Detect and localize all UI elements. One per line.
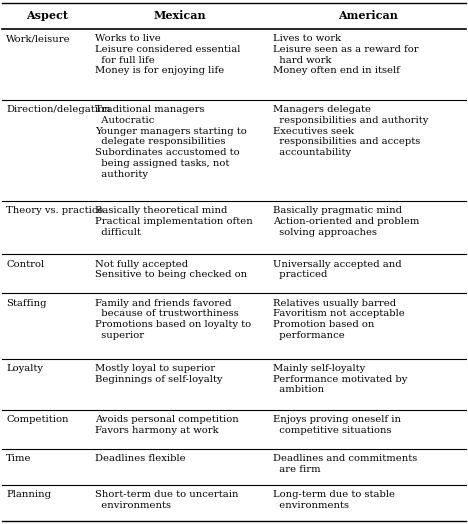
Text: Not fully accepted
Sensitive to being checked on: Not fully accepted Sensitive to being ch… <box>95 259 247 279</box>
Text: Managers delegate
  responsibilities and authority
Executives seek
  responsibil: Managers delegate responsibilities and a… <box>273 105 428 157</box>
Text: Relatives usually barred
Favoritism not acceptable
Promotion based on
  performa: Relatives usually barred Favoritism not … <box>273 299 405 340</box>
Text: Short-term due to uncertain
  environments: Short-term due to uncertain environments <box>95 490 239 510</box>
Text: Competition: Competition <box>6 415 69 424</box>
Text: Avoids personal competition
Favors harmony at work: Avoids personal competition Favors harmo… <box>95 415 239 435</box>
Text: Works to live
Leisure considered essential
  for full life
Money is for enjoying: Works to live Leisure considered essenti… <box>95 34 241 75</box>
Text: Enjoys proving oneself in
  competitive situations: Enjoys proving oneself in competitive si… <box>273 415 401 435</box>
Text: American: American <box>338 10 398 21</box>
Text: Mostly loyal to superior
Beginnings of self-loyalty: Mostly loyal to superior Beginnings of s… <box>95 364 222 384</box>
Text: Work/leisure: Work/leisure <box>6 34 71 43</box>
Text: Family and friends favored
  because of trustworthiness
Promotions based on loya: Family and friends favored because of tr… <box>95 299 251 340</box>
Text: Loyalty: Loyalty <box>6 364 43 373</box>
Text: Control: Control <box>6 259 44 268</box>
Text: Lives to work
Leisure seen as a reward for
  hard work
Money often end in itself: Lives to work Leisure seen as a reward f… <box>273 34 418 75</box>
Text: Direction/delegation: Direction/delegation <box>6 105 110 114</box>
Text: Universally accepted and
  practiced: Universally accepted and practiced <box>273 259 402 279</box>
Text: Long-term due to stable
  environments: Long-term due to stable environments <box>273 490 395 510</box>
Text: Mainly self-loyalty
Performance motivated by
  ambition: Mainly self-loyalty Performance motivate… <box>273 364 407 395</box>
Text: Basically theoretical mind
Practical implementation often
  difficult: Basically theoretical mind Practical imp… <box>95 206 253 237</box>
Text: Traditional managers
  Autocratic
Younger managers starting to
  delegate respon: Traditional managers Autocratic Younger … <box>95 105 247 179</box>
Text: Aspect: Aspect <box>26 10 68 21</box>
Text: Planning: Planning <box>6 490 51 499</box>
Text: Basically pragmatic mind
Action-oriented and problem
  solving approaches: Basically pragmatic mind Action-oriented… <box>273 206 419 237</box>
Text: Deadlines and commitments
  are firm: Deadlines and commitments are firm <box>273 454 417 474</box>
Text: Staffing: Staffing <box>6 299 47 308</box>
Text: Time: Time <box>6 454 31 463</box>
Text: Deadlines flexible: Deadlines flexible <box>95 454 186 463</box>
Text: Theory vs. practice: Theory vs. practice <box>6 206 103 215</box>
Text: Mexican: Mexican <box>154 10 206 21</box>
